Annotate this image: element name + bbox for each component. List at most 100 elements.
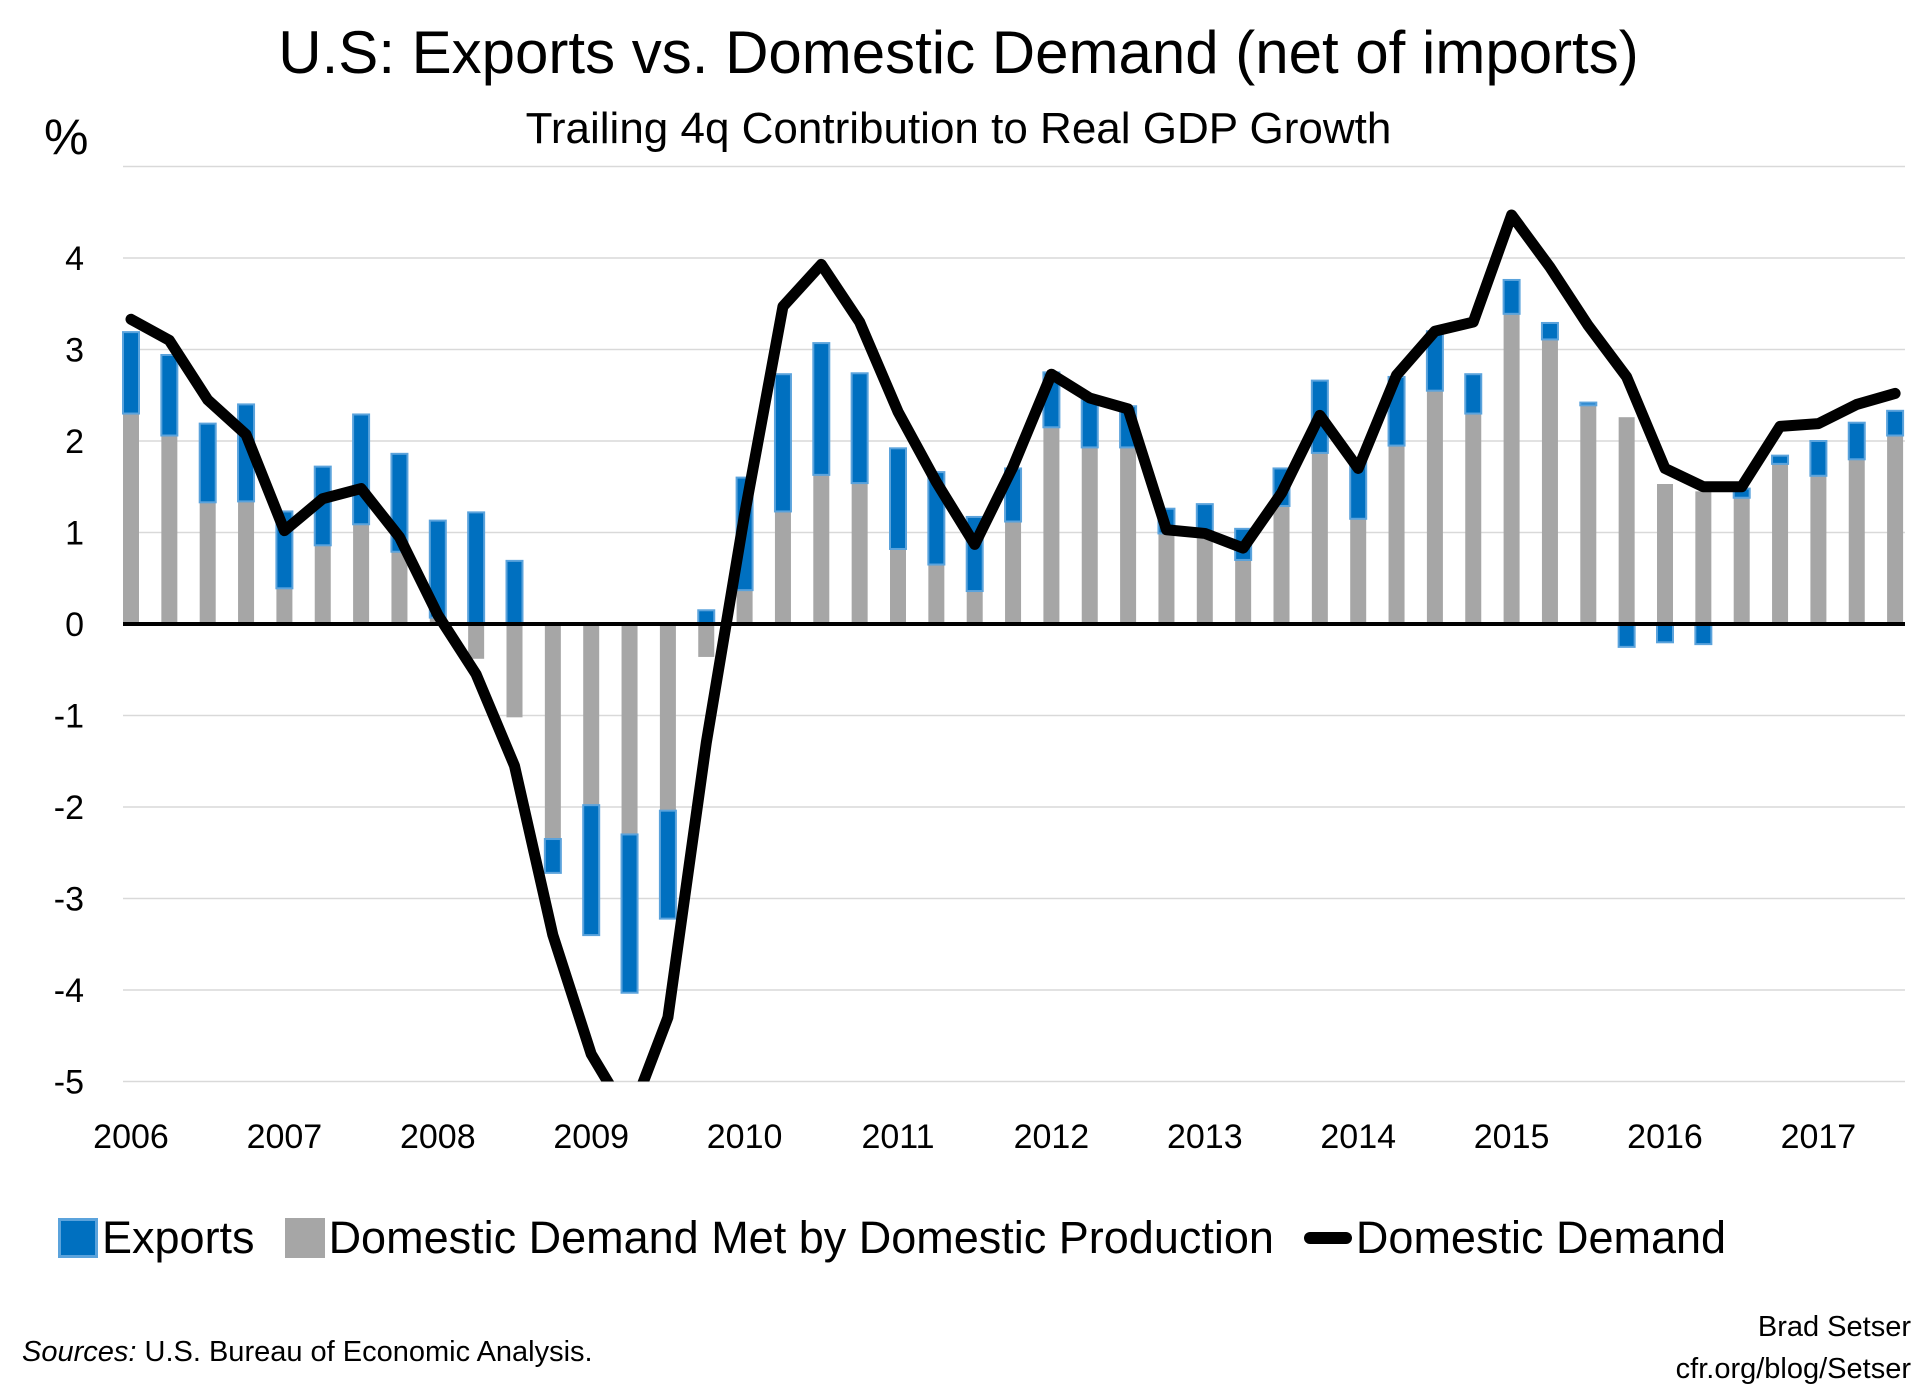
bar-domestic-production xyxy=(1810,475,1827,624)
bar-domestic-production xyxy=(1541,339,1558,624)
bar-exports xyxy=(1847,421,1866,461)
bar-exports xyxy=(1886,409,1905,437)
y-tick-label: -3 xyxy=(54,881,84,919)
bar-domestic-production xyxy=(1772,463,1789,624)
bar-domestic-production xyxy=(966,591,983,624)
bar-exports xyxy=(1579,401,1598,407)
bar-domestic-production xyxy=(276,588,293,624)
bar-domestic-production xyxy=(1005,521,1022,624)
bar-domestic-production xyxy=(1273,505,1290,624)
bar-exports xyxy=(812,342,831,476)
legend-label: Domestic Demand xyxy=(1355,1212,1727,1263)
x-tick-label: 2014 xyxy=(1320,1118,1396,1156)
bar-domestic-production xyxy=(1426,390,1443,624)
bar-domestic-production xyxy=(851,483,868,624)
bar-domestic-production xyxy=(1465,413,1482,624)
legend-item-domestic-production: Domestic Demand Met by Domestic Producti… xyxy=(284,1212,1274,1264)
bar-domestic-production xyxy=(161,435,178,624)
bar-exports xyxy=(505,559,524,625)
bar-exports xyxy=(1464,373,1483,415)
bar-domestic-production xyxy=(353,524,370,624)
bar-exports xyxy=(543,838,562,874)
sources-note: Sources: U.S. Bureau of Economic Analysi… xyxy=(22,1336,593,1369)
x-tick-label: 2012 xyxy=(1014,1118,1090,1156)
y-tick-label: 4 xyxy=(65,240,84,278)
bar-exports xyxy=(620,833,639,994)
bar-domestic-production xyxy=(1887,435,1904,624)
bar-exports xyxy=(1080,396,1099,449)
y-tick-label: -4 xyxy=(54,972,84,1010)
x-tick-label: 2011 xyxy=(861,1118,934,1156)
line-domestic-demand xyxy=(125,209,1901,1082)
x-tick-label: 2009 xyxy=(553,1118,629,1156)
bar-domestic-production xyxy=(1695,491,1712,624)
y-tick-label: 3 xyxy=(65,332,84,370)
x-tick-label: 2008 xyxy=(400,1118,476,1156)
bar-domestic-production xyxy=(238,501,255,624)
bar-exports xyxy=(352,413,371,526)
bar-exports xyxy=(697,609,716,626)
bar-domestic-production xyxy=(1580,405,1597,624)
y-tick-label: 1 xyxy=(65,515,84,553)
bar-domestic-production xyxy=(1733,497,1750,624)
bar-domestic-production xyxy=(928,564,945,624)
bar-exports xyxy=(1617,623,1636,648)
bar-domestic-production xyxy=(1081,447,1098,624)
bar-exports xyxy=(1656,623,1674,644)
sources-text: U.S. Bureau of Economic Analysis. xyxy=(136,1336,593,1368)
bar-exports xyxy=(773,373,792,513)
bar-exports xyxy=(1809,440,1828,477)
bar-exports xyxy=(850,372,869,485)
bar-domestic-production xyxy=(1503,313,1520,624)
bar-domestic-production xyxy=(1311,452,1328,624)
bar-domestic-production xyxy=(506,624,523,718)
bar-domestic-production xyxy=(1235,559,1252,624)
y-tick-label: -1 xyxy=(54,698,84,736)
bar-domestic-production xyxy=(1196,537,1213,624)
bar-domestic-production xyxy=(890,548,906,624)
bar-domestic-production xyxy=(468,624,485,659)
x-tick-label: 2010 xyxy=(707,1118,783,1156)
bar-exports xyxy=(160,353,179,437)
bar-domestic-production xyxy=(621,624,638,835)
bar-domestic-production xyxy=(1350,518,1367,624)
bar-domestic-production xyxy=(1120,447,1137,624)
bar-domestic-production xyxy=(813,474,830,624)
bar-exports xyxy=(1540,321,1559,341)
chart-title: U.S: Exports vs. Domestic Demand (net of… xyxy=(278,19,1639,86)
bar-domestic-production xyxy=(659,624,676,811)
bar-exports xyxy=(658,809,677,920)
bar-exports xyxy=(1502,278,1521,315)
bar-domestic-production xyxy=(123,413,139,624)
bar-domestic-production xyxy=(1618,417,1635,624)
legend-item-exports: Exports xyxy=(58,1212,255,1264)
bar-exports xyxy=(467,511,486,625)
y-tick-label: 2 xyxy=(65,423,84,461)
author: Brad Setser xyxy=(1757,1311,1911,1343)
legend-label: Domestic Demand Met by Domestic Producti… xyxy=(328,1212,1274,1263)
bar-domestic-production xyxy=(583,624,600,806)
bar-exports xyxy=(889,447,907,550)
legend-swatch-domestic-demand xyxy=(1303,1232,1352,1244)
bar-exports xyxy=(122,331,140,415)
legend: Exports Domestic Demand Met by Domestic … xyxy=(58,1212,1756,1264)
legend-item-domestic-demand: Domestic Demand xyxy=(1303,1212,1727,1264)
x-tick-label: 2006 xyxy=(93,1118,169,1156)
y-tick-label: -5 xyxy=(54,1064,84,1102)
y-tick-label: 0 xyxy=(65,606,84,644)
bar-domestic-production xyxy=(1043,427,1060,624)
x-tick-label: 2013 xyxy=(1167,1118,1243,1156)
bar-domestic-production xyxy=(774,511,791,624)
bar-exports xyxy=(198,422,217,504)
bar-domestic-production xyxy=(736,590,753,624)
bar-domestic-production xyxy=(1388,445,1405,624)
legend-swatch-exports xyxy=(58,1218,98,1258)
bar-domestic-production xyxy=(698,624,715,657)
legend-swatch-domestic-production xyxy=(284,1218,325,1258)
bar-domestic-production xyxy=(544,624,561,840)
bar-domestic-production xyxy=(391,551,408,624)
bar-domestic-production xyxy=(314,545,331,624)
x-tick-label: 2015 xyxy=(1474,1118,1550,1156)
x-tick-label: 2017 xyxy=(1781,1118,1857,1156)
